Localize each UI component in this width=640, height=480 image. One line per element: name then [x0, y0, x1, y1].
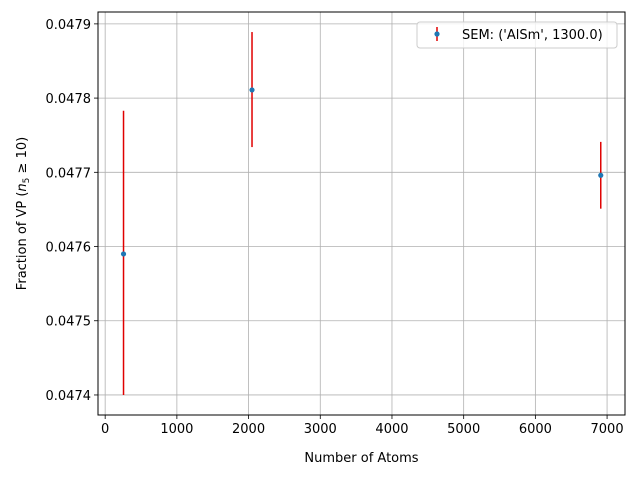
x-tick-label: 6000: [519, 422, 552, 437]
x-tick-label: 0: [101, 422, 109, 437]
y-tick-label: 0.0474: [46, 389, 92, 404]
legend-label: SEM: ('AlSm', 1300.0): [462, 28, 603, 43]
grid: [98, 12, 625, 415]
x-axis-label: Number of Atoms: [304, 451, 418, 466]
legend-marker-icon: [434, 31, 440, 37]
y-tick-label: 0.0476: [46, 241, 92, 256]
data-point: [120, 251, 127, 257]
y-axis-label-prefix: Fraction of VP (: [15, 192, 30, 291]
y-tick-label: 0.0475: [46, 315, 92, 330]
x-tick-label: 3000: [304, 422, 337, 437]
plot-frame: [97, 11, 626, 416]
data-point: [598, 172, 604, 178]
y-axis-ticks: 0.0474 0.0475 0.0476 0.0477 0.0478 0.0479: [46, 18, 98, 404]
data-point: [249, 87, 255, 93]
y-tick-label: 0.0477: [46, 166, 92, 181]
x-tick-label: 2000: [232, 422, 265, 437]
data-points: [120, 87, 604, 257]
y-axis-label-suffix: ≥ 10): [15, 137, 30, 178]
legend: SEM: ('AlSm', 1300.0): [416, 21, 618, 49]
x-tick-label: 7000: [591, 422, 624, 437]
legend-box: [416, 21, 618, 49]
x-tick-label: 4000: [375, 422, 408, 437]
x-axis-ticks: 0 1000 2000 3000 4000 5000 6000 7000: [101, 415, 624, 437]
y-tick-label: 0.0479: [46, 18, 92, 33]
y-axis-label-sub: 5: [22, 178, 32, 184]
y-axis-label-var: n: [15, 183, 30, 191]
y-tick-label: 0.0478: [46, 92, 92, 107]
x-tick-label: 5000: [447, 422, 480, 437]
y-axis-label: Fraction of VP (n5 ≥ 10): [15, 137, 32, 290]
x-tick-label: 1000: [160, 422, 193, 437]
